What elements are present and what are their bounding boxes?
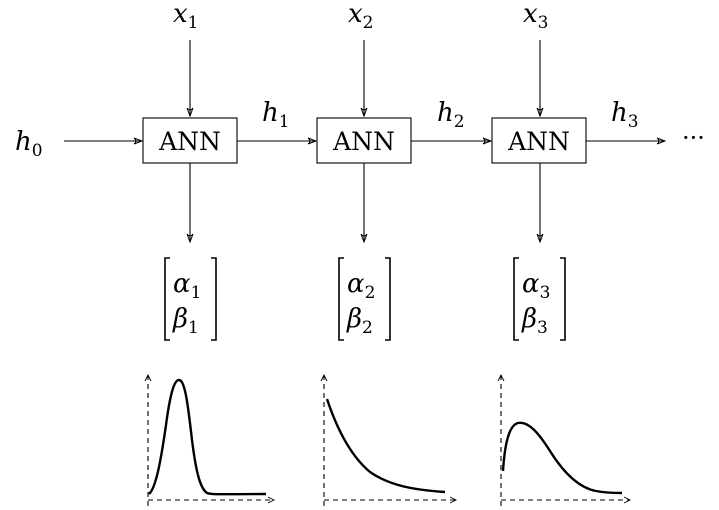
distribution-plot-1 — [144, 373, 276, 506]
distribution-plot-3 — [497, 373, 632, 506]
ann-cell-3-label: ANN — [507, 127, 570, 156]
plot-3-x-arrowhead — [623, 496, 632, 504]
hidden-label-h1: h1 — [262, 98, 290, 132]
output-beta-1: β1 — [172, 304, 199, 338]
output-vector-2: α2 β2 — [338, 257, 391, 341]
plot-1-x-arrowhead — [267, 496, 276, 504]
plot-1-density-curve — [148, 378, 267, 496]
output-vector-3: α3 β3 — [513, 257, 566, 341]
distribution-plot-2 — [320, 373, 458, 506]
hidden-label-h2: h2 — [437, 98, 465, 132]
input-label-x1: x1 — [173, 0, 199, 33]
plot-3-density-curve — [501, 421, 623, 495]
ann-cell-3: ANN — [491, 117, 587, 164]
input-label-x3: x3 — [523, 0, 549, 33]
ann-cell-2: ANN — [316, 117, 412, 164]
output-alpha-3: α3 — [522, 269, 550, 303]
output-alpha-1: α1 — [173, 269, 201, 303]
plot-1-y-arrowhead — [144, 373, 152, 382]
plot-3-y-arrowhead — [497, 373, 505, 382]
plot-2-x-arrowhead — [449, 496, 458, 504]
output-vector-1: α1 β1 — [164, 257, 217, 341]
input-label-x2: x2 — [348, 0, 374, 33]
plot-2-density-curve — [325, 398, 446, 494]
output-beta-3: β3 — [521, 304, 548, 338]
hidden-label-h3: h3 — [611, 98, 639, 132]
hidden-label-h0: h0 — [15, 127, 43, 161]
ann-cell-1-label: ANN — [158, 127, 221, 156]
ann-cell-1: ANN — [142, 117, 238, 164]
output-alpha-2: α2 — [347, 269, 375, 303]
plot-2-y-arrowhead — [320, 373, 328, 382]
output-beta-2: β2 — [346, 304, 373, 338]
ann-cell-2-label: ANN — [332, 127, 395, 156]
continuation-ellipsis: ··· — [682, 124, 705, 152]
